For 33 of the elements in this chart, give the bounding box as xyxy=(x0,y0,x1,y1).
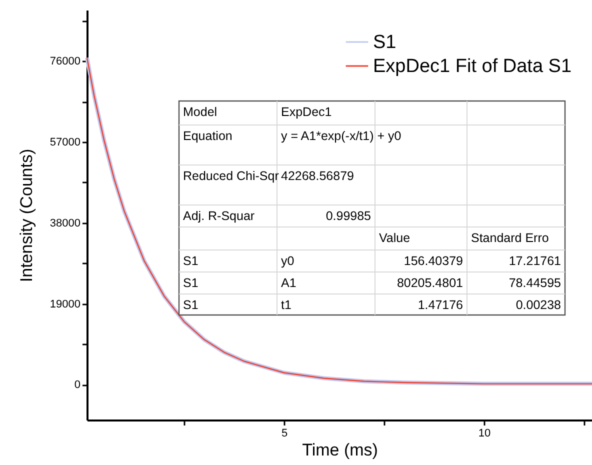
annotation: Reduced Chi-Sqr xyxy=(183,169,279,183)
annotation: S1 xyxy=(183,298,198,312)
legend-label: ExpDec1 Fit of Data S1 xyxy=(373,56,572,77)
annotation: 78.44595 xyxy=(508,276,562,290)
y-axis-title: Intensity (Counts) xyxy=(16,148,36,282)
annotation: A1 xyxy=(281,276,296,290)
y-tick-label: 76000 xyxy=(50,56,80,68)
annotation: 1.47176 xyxy=(418,298,464,312)
y-tick-label: 38000 xyxy=(50,217,80,230)
annotation: Model xyxy=(183,105,218,119)
annotation: Equation xyxy=(183,129,232,143)
annotation: S1 xyxy=(183,276,198,290)
annotation: 80205.4801 xyxy=(396,276,464,290)
x-tick-label: 10 xyxy=(478,428,491,440)
annotation: 0.99985 xyxy=(326,209,372,223)
annotation: Value xyxy=(379,231,410,245)
annotation: ExpDec1 xyxy=(281,105,332,119)
y-tick-label: 0 xyxy=(74,379,80,392)
annotation: Adj. R-Squar xyxy=(183,209,255,223)
y-tick-label: 19000 xyxy=(50,298,80,310)
annotation: Standard Erro xyxy=(471,231,549,245)
annotation: y = A1*exp(-x/t1) + y0 xyxy=(281,129,402,143)
y-tick-label: 57000 xyxy=(50,136,80,148)
x-tick-label: 5 xyxy=(282,428,288,440)
annotation: 42268.56879 xyxy=(281,169,354,183)
annotation: t1 xyxy=(281,298,292,312)
annotation: S1 xyxy=(183,254,198,268)
annotation: 17.21761 xyxy=(508,254,562,268)
x-axis-title: Time (ms) xyxy=(302,440,378,460)
annotation: y0 xyxy=(281,254,294,268)
annotation: 156.40379 xyxy=(404,254,464,268)
annotation: 0.00238 xyxy=(516,298,562,312)
legend-label: S1 xyxy=(373,32,396,53)
